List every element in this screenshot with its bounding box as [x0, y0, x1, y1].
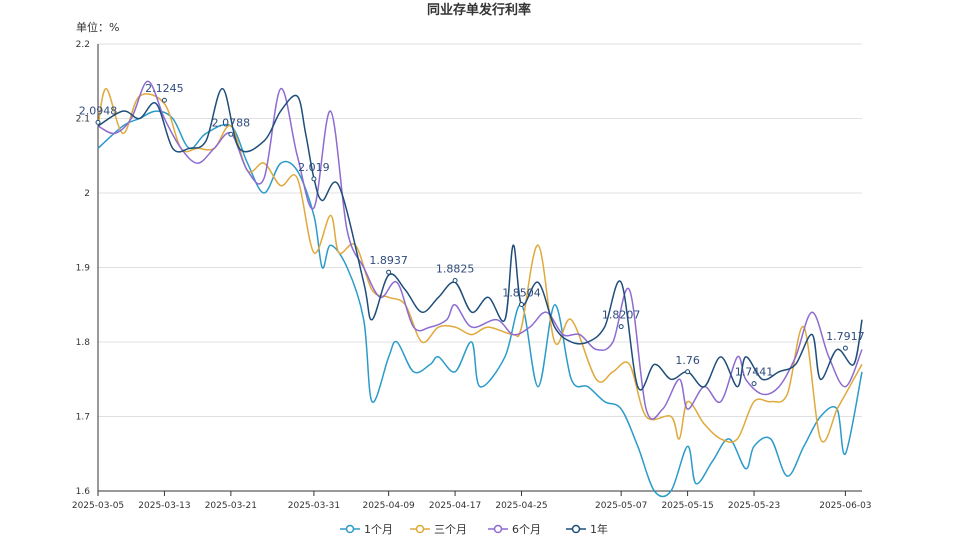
unit-label: 单位：% — [76, 20, 119, 34]
data-label: 2.019 — [298, 161, 330, 174]
axes: 1.6 1.7 1.8 1.9 2 2.1 2.2 2025-03-05 2025-03-13 2… — [72, 40, 872, 511]
legend-swatch-marker — [345, 524, 355, 534]
y-tick-label: 1.8 — [76, 338, 91, 348]
legend-item: 6个月 — [488, 523, 541, 536]
series-line-1 — [97, 87, 863, 444]
data-label: 2.0788 — [212, 116, 251, 129]
legend-swatch-marker — [571, 524, 581, 534]
y-tick-label: 2.2 — [76, 40, 90, 50]
legend-item: 1个月 — [340, 523, 393, 536]
y-tick-label: 1.7 — [76, 413, 90, 423]
series-1 — [97, 87, 863, 444]
x-tick-label: 2025-04-09 — [362, 501, 415, 511]
x-tick-label: 2025-05-23 — [728, 501, 780, 511]
y-tick-label: 1.6 — [76, 487, 91, 497]
legend-item: 三个月 — [410, 523, 467, 536]
legend-item: 1年 — [566, 522, 608, 536]
x-tick-label: 2025-03-13 — [138, 501, 190, 511]
legend-label: 1个月 — [364, 523, 393, 536]
legend-swatch-marker — [415, 524, 425, 534]
data-label: 1.8207 — [602, 309, 641, 322]
data-label: 1.76 — [675, 354, 700, 367]
data-label: 1.7917 — [826, 330, 865, 343]
legend-label: 6个月 — [512, 523, 541, 536]
data-point-marker — [386, 269, 392, 275]
data-label: 2.1245 — [145, 82, 184, 95]
series-line-0 — [97, 110, 863, 498]
legend: 1个月 三个月 6个月 1年 — [340, 522, 608, 536]
data-point-marker — [842, 345, 848, 351]
data-point-marker — [452, 278, 458, 284]
data-label: 1.7441 — [735, 366, 774, 379]
x-tick-label: 2025-03-05 — [72, 501, 124, 511]
data-label: 1.8504 — [502, 286, 541, 299]
data-label: 1.8937 — [369, 254, 408, 267]
y-tick-label: 2.1 — [76, 115, 90, 125]
x-tick-label: 2025-04-25 — [495, 501, 547, 511]
data-label: 1.8825 — [436, 263, 475, 276]
legend-label: 1年 — [590, 522, 608, 536]
data-label: 2.0948 — [79, 104, 118, 117]
legend-swatch-marker — [493, 524, 503, 534]
x-tick-label: 2025-03-21 — [205, 501, 257, 511]
legend-label: 三个月 — [434, 523, 467, 536]
annotations: 2.0948 2.1245 2.0788 2.019 1.8937 1.8825 1.850… — [79, 82, 865, 387]
x-tick-label: 2025-03-31 — [288, 501, 340, 511]
x-tick-label: 2025-05-15 — [661, 501, 713, 511]
grid-lines — [98, 43, 862, 492]
x-tick-label: 2025-04-17 — [429, 501, 481, 511]
series-3 — [97, 87, 863, 391]
series-layer — [97, 80, 863, 498]
x-tick-label: 2025-05-07 — [595, 501, 647, 511]
data-point-marker — [685, 369, 691, 375]
y-tick-label: 2 — [84, 189, 90, 199]
data-point-marker — [161, 97, 167, 103]
data-point-marker — [618, 324, 624, 330]
series-0 — [97, 110, 863, 498]
data-point-marker — [311, 176, 317, 182]
data-point-marker — [95, 119, 101, 125]
y-tick-label: 1.9 — [76, 264, 91, 274]
data-point-marker — [228, 131, 234, 137]
chart-title: 同业存单发行利率 — [427, 2, 531, 18]
series-line-3 — [97, 87, 863, 391]
x-tick-label: 2025-06-03 — [819, 501, 871, 511]
data-point-marker — [751, 381, 757, 387]
data-point-marker — [519, 301, 525, 307]
